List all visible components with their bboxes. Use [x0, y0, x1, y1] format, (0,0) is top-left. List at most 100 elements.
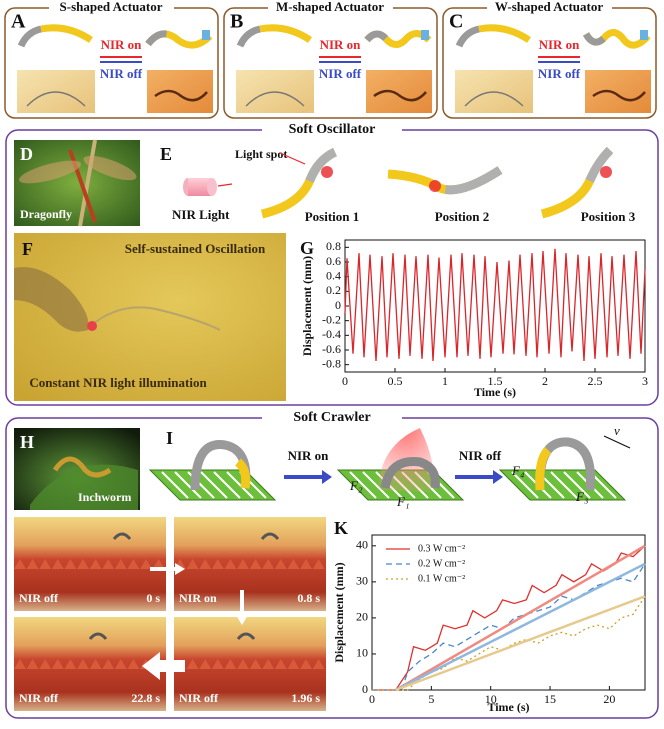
- teeth: [39, 659, 52, 669]
- teeth: [102, 559, 115, 569]
- pointer: [279, 152, 306, 165]
- actuator-panel: W-shaped Actuator C NIR on NIR off: [442, 0, 657, 119]
- teeth: [77, 659, 89, 669]
- leaf: [30, 464, 138, 510]
- teeth: [274, 659, 287, 669]
- x-tick-label: 0: [342, 374, 348, 388]
- platform-stripe: [511, 471, 539, 499]
- arch-yellow: [234, 458, 251, 489]
- film: [87, 306, 221, 331]
- force-label: F₁: [396, 494, 409, 509]
- arrow-on: [284, 470, 332, 484]
- y-tick-label: 20: [356, 610, 368, 624]
- strip-gray: [582, 29, 651, 49]
- data-line: [372, 563, 646, 691]
- nir-off: NIR off: [319, 66, 362, 81]
- x-tick-label: 20: [603, 692, 615, 706]
- strip-actuated: [582, 29, 651, 49]
- arrow-off: [455, 470, 503, 484]
- panel-title: M-shaped Actuator: [276, 0, 384, 14]
- strip-tip: [202, 30, 210, 40]
- teeth: [26, 559, 39, 569]
- teeth: [114, 559, 127, 569]
- force-label: F₂: [349, 478, 363, 493]
- photo-strip: [26, 91, 86, 107]
- strip-gray: [387, 166, 503, 195]
- teeth: [312, 559, 325, 569]
- y-axis-label: Displacement (mm): [300, 256, 314, 356]
- strip-gray: [364, 30, 432, 48]
- nir-on: NIR on: [101, 37, 143, 52]
- photo-title: Self-sustained Oscillation: [125, 241, 266, 256]
- teeth: [199, 559, 212, 569]
- nir-on: NIR on: [539, 37, 581, 52]
- y-tick-label: 0.6: [326, 254, 341, 268]
- y-tick-label: 10: [356, 646, 368, 660]
- nir-on: NIR on: [288, 448, 330, 463]
- photo-strip: [154, 89, 208, 102]
- y-tick-label: 0: [362, 682, 368, 696]
- nir-lamp: [188, 178, 212, 196]
- teeth: [102, 659, 115, 669]
- panel-label: E: [160, 144, 172, 164]
- force-label: F₄: [511, 463, 525, 478]
- teeth: [89, 659, 102, 669]
- trend-line: [344, 248, 646, 362]
- teeth: [262, 659, 275, 669]
- teeth: [127, 659, 140, 669]
- crawler: [88, 632, 108, 640]
- y-tick-label: 30: [356, 574, 368, 588]
- velocity-arrow: [603, 435, 631, 449]
- x-tick-label: 3: [642, 374, 648, 388]
- panel-label: K: [334, 518, 348, 538]
- trend-line: [395, 544, 646, 692]
- panel-title: W-shaped Actuator: [495, 0, 603, 14]
- frame-state: NIR off: [179, 691, 219, 705]
- photo-dragonfly: [14, 140, 140, 226]
- x-tick-label: 1.5: [488, 374, 503, 388]
- x-tick-label: 0.5: [388, 374, 403, 388]
- photo-strip: [373, 89, 427, 102]
- teeth: [237, 659, 249, 669]
- teeth: [51, 559, 64, 569]
- teeth: [211, 659, 224, 669]
- strip-tip: [640, 30, 648, 40]
- crawler: [112, 532, 132, 540]
- frame-photo: [174, 517, 326, 611]
- y-tick-label: 40: [356, 538, 368, 552]
- strip-gray: [236, 25, 261, 48]
- y-tick-label: 0: [335, 298, 341, 312]
- x-tick-label: 10: [485, 692, 497, 706]
- x-tick-label: 5: [428, 692, 434, 706]
- teeth: [127, 559, 140, 569]
- panel-label: I: [166, 428, 173, 448]
- panel-label: D: [20, 144, 33, 164]
- nir-light: NIR Light: [172, 207, 230, 222]
- photo-on: [366, 70, 432, 113]
- title-bg: [487, 0, 612, 16]
- teeth: [224, 559, 237, 569]
- teeth: [287, 559, 300, 569]
- arch-yellow: [535, 446, 552, 491]
- nir-beam: [217, 183, 233, 187]
- caption: Dragonfly: [20, 207, 72, 221]
- nir-off: NIR off: [100, 66, 143, 81]
- data-line: [372, 545, 646, 691]
- light-spot-mark: [600, 166, 612, 178]
- x-tick-label: 0: [369, 692, 375, 706]
- teeth: [300, 559, 312, 569]
- platform-stripe: [550, 471, 578, 499]
- section-title: Soft Crawler: [293, 410, 370, 425]
- y-tick-label: 0.2: [326, 283, 341, 297]
- teeth: [312, 659, 325, 669]
- teeth: [249, 659, 262, 669]
- x-tick-label: 1: [442, 374, 448, 388]
- teeth: [152, 559, 165, 569]
- position-label: Position 2: [435, 209, 490, 224]
- teeth: [237, 559, 249, 569]
- nir-lamp-face: [207, 178, 217, 196]
- crawler: [236, 632, 256, 640]
- title-bg: [268, 0, 393, 16]
- x-axis-label: Time (s): [474, 385, 516, 399]
